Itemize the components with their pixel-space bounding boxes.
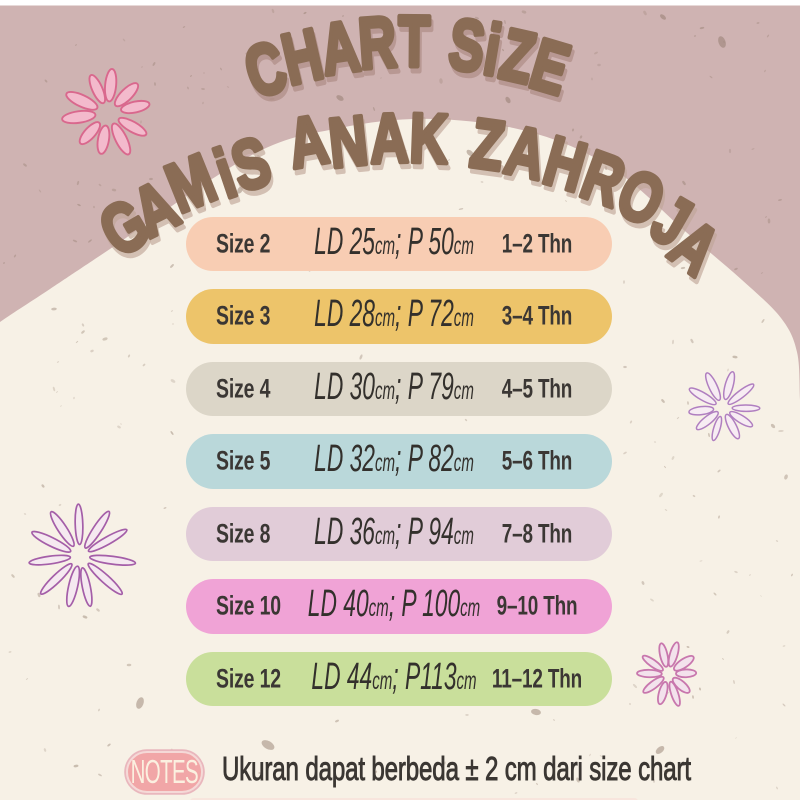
svg-text:K: K [410,105,451,184]
svg-text:R: R [358,7,401,90]
svg-text:R: R [356,2,399,85]
svg-text:K: K [408,100,449,179]
svg-text:T: T [398,2,430,83]
svg-text:N: N [325,102,371,183]
svg-text:A: A [371,105,412,184]
svg-text:A: A [369,100,410,179]
svg-text:T: T [400,7,432,88]
svg-text:N: N [327,107,373,188]
